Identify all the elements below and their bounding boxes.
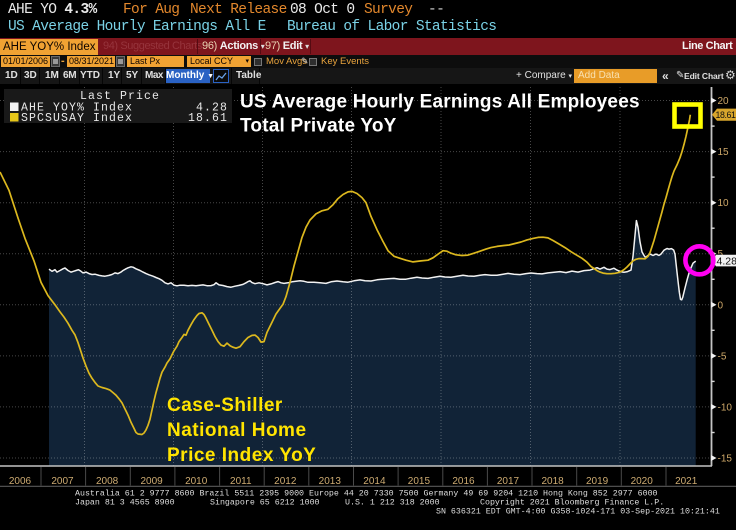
svg-text:4.28: 4.28: [196, 102, 228, 115]
svg-text:-15: -15: [718, 454, 733, 465]
svg-text:15: 15: [718, 147, 730, 158]
svg-text:Singapore 65 6212 1000: Singapore 65 6212 1000: [210, 498, 320, 508]
svg-text:US Average Hourly Earnings All: US Average Hourly Earnings All Employees: [240, 92, 640, 113]
svg-text:SPCSUSAY Index: SPCSUSAY Index: [21, 112, 133, 125]
svg-text:4.28: 4.28: [717, 255, 736, 267]
svg-text:Copyright 2021 Bloomberg Finan: Copyright 2021 Bloomberg Finance L.P.: [480, 498, 664, 508]
svg-text:18.61: 18.61: [716, 110, 736, 120]
svg-text:2017: 2017: [497, 476, 520, 487]
svg-text:-10: -10: [718, 402, 733, 413]
svg-text:Case-Shiller: Case-Shiller: [167, 395, 283, 416]
svg-text:0: 0: [718, 300, 724, 311]
svg-text:National Home: National Home: [167, 420, 307, 441]
svg-text:2009: 2009: [140, 476, 163, 487]
svg-text:Total Private YoY: Total Private YoY: [240, 116, 397, 137]
svg-text:SN 636321 EDT GMT-4:00 G358-1: SN 636321 EDT GMT-4:00 G358-1024-171 03-…: [436, 508, 720, 517]
svg-text:2008: 2008: [96, 476, 119, 487]
svg-text:2011: 2011: [230, 476, 252, 487]
svg-text:5: 5: [718, 249, 724, 260]
svg-text:2015: 2015: [408, 476, 431, 487]
svg-text:2013: 2013: [319, 476, 342, 487]
svg-text:18.61: 18.61: [188, 112, 228, 125]
svg-text:2020: 2020: [631, 476, 654, 487]
svg-text:-5: -5: [718, 351, 727, 362]
svg-text:20: 20: [718, 96, 730, 107]
svg-text:2006: 2006: [9, 476, 32, 487]
svg-text:2018: 2018: [541, 476, 564, 487]
svg-text:Japan 81 3 4565 8900: Japan 81 3 4565 8900: [75, 499, 175, 508]
svg-text:10: 10: [718, 198, 730, 209]
svg-text:2019: 2019: [586, 476, 609, 487]
svg-text:AHE YOY% Index: AHE YOY% Index: [21, 102, 133, 115]
svg-text:Last Price: Last Price: [80, 90, 160, 103]
svg-text:2016: 2016: [452, 476, 475, 487]
svg-text:Price Index YoY: Price Index YoY: [167, 445, 316, 466]
svg-text:2021: 2021: [675, 476, 698, 487]
svg-text:2007: 2007: [51, 476, 74, 487]
svg-text:2014: 2014: [363, 476, 386, 487]
svg-text:U.S. 1 212 318 2000: U.S. 1 212 318 2000: [345, 499, 440, 508]
svg-text:2010: 2010: [185, 476, 208, 487]
svg-text:2012: 2012: [274, 476, 297, 487]
svg-text:Australia 61 2 9777 8600 Brazi: Australia 61 2 9777 8600 Brazil 5511 239…: [75, 489, 658, 499]
